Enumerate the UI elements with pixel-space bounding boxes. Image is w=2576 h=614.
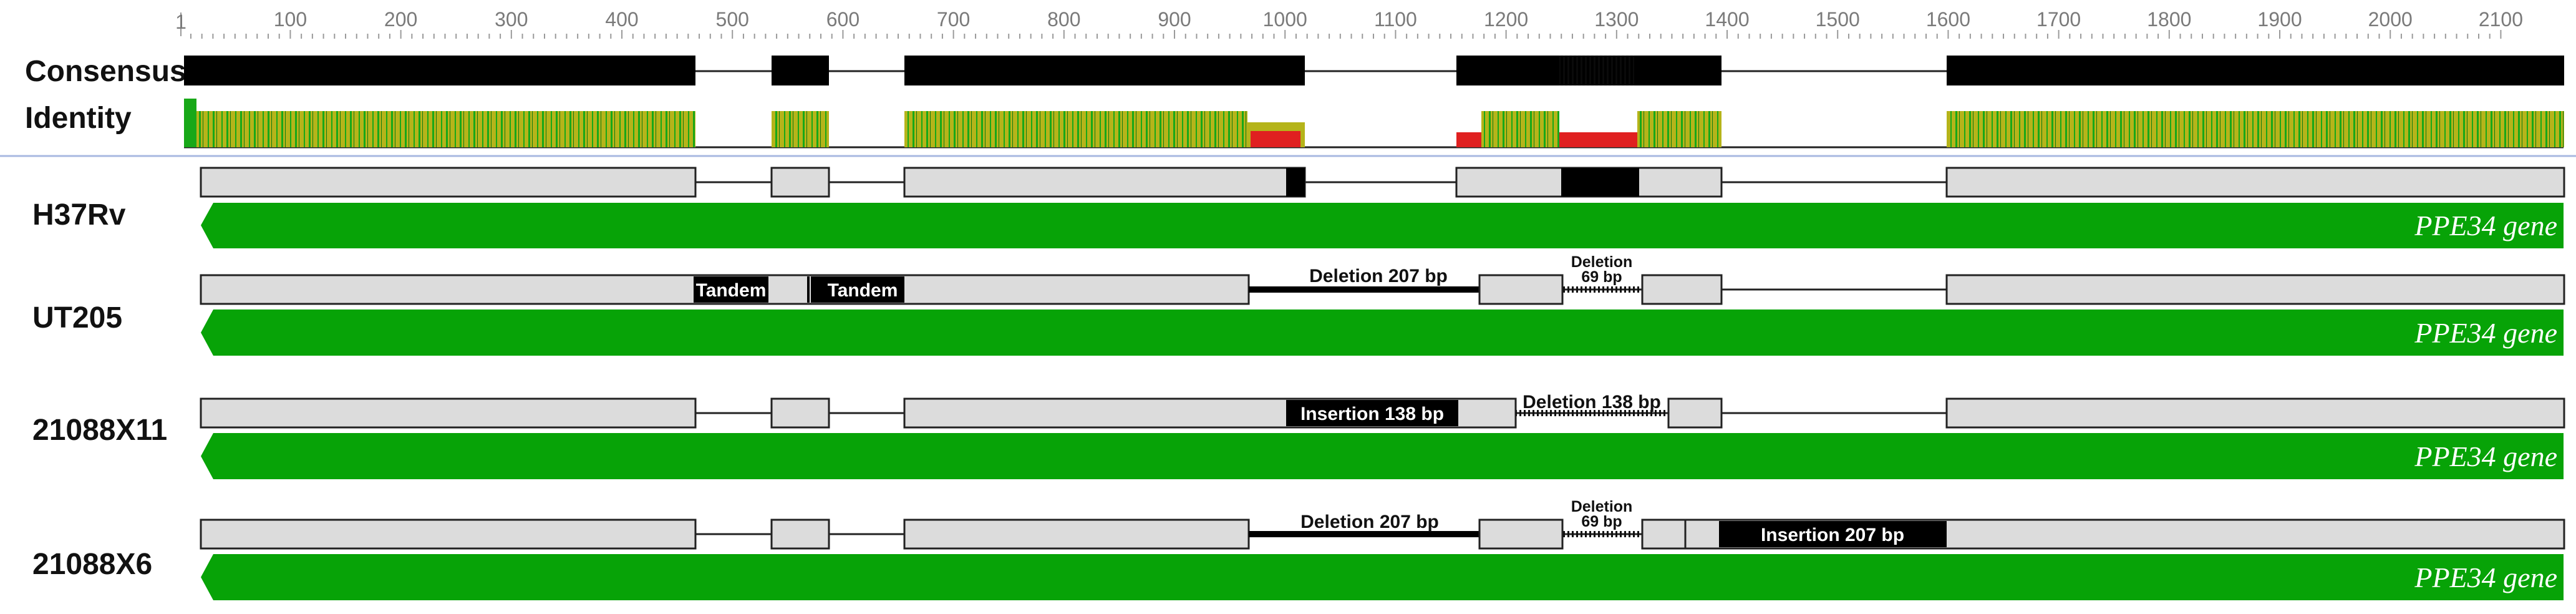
deletion-label: Deletion: [1571, 253, 1633, 271]
ruler-tick-label: 1800: [2147, 8, 2191, 31]
consensus-track: [184, 56, 2564, 85]
ruler-start-label: 1: [175, 11, 186, 33]
deletion-size-label: 69 bp: [1581, 513, 1622, 530]
identity-graph: [184, 99, 2564, 149]
ruler-tick-label: 1900: [2257, 8, 2302, 31]
track-label: H37Rv: [32, 198, 126, 231]
deletion-size-label: 69 bp: [1581, 268, 1622, 286]
ruler-tick-label: 600: [826, 8, 859, 31]
ruler-tick-label: 1600: [1926, 8, 1970, 31]
deletion-label: Deletion: [1571, 498, 1633, 515]
track-21088x6[interactable]: 21088X6 Deletion 207 bp Deletion 69 bp I…: [32, 498, 2565, 600]
exon-segment: [1945, 274, 2565, 305]
insertion-label: Insertion 207 bp: [1761, 525, 1904, 545]
exon-segment: [1478, 519, 1564, 550]
exon-segment: [200, 397, 697, 429]
ruler-tick-label: 1500: [1816, 8, 1860, 31]
ruler-tick-label: 1000: [1263, 8, 1307, 31]
ruler-tick-label: 1300: [1594, 8, 1639, 31]
consensus-block: [184, 56, 695, 85]
ruler-tick-label: 2000: [2368, 8, 2413, 31]
position-ruler: 1 100 200 300 400 500 600 700 800 900 1000 1100 120…: [175, 8, 2523, 39]
consensus-block: [904, 56, 1305, 85]
ruler-tick-label: 200: [384, 8, 417, 31]
ruler-tick-label: 700: [937, 8, 970, 31]
consensus-block: [1947, 56, 2564, 85]
gene-arrow: [201, 554, 2564, 600]
gene-label: PPE34 gene: [2414, 210, 2557, 241]
track-label: 21088X11: [32, 414, 167, 447]
gene-label: PPE34 gene: [2414, 441, 2557, 472]
ruler-tick-label: 1100: [1374, 8, 1417, 31]
tandem-label: Tandem: [828, 280, 898, 301]
exon-segment: [1478, 274, 1564, 305]
track-h37rv[interactable]: H37Rv PPE34 gene: [32, 167, 2565, 248]
ruler-tick-label: 400: [605, 8, 638, 31]
ruler-tick-label: 500: [716, 8, 749, 31]
gene-arrow: [201, 309, 2564, 356]
ruler-tick-label: 1700: [2036, 8, 2081, 31]
exon-segment: [200, 519, 697, 550]
exon-segment: [770, 519, 830, 550]
deletion-label: Deletion 207 bp: [1300, 512, 1439, 532]
exon-segment: [1641, 274, 1723, 305]
track-label: UT205: [32, 301, 122, 334]
gene-label: PPE34 gene: [2414, 317, 2557, 349]
gene-arrow: [201, 433, 2564, 479]
track-label: 21088X6: [32, 548, 152, 581]
exon-segment: [1945, 167, 2565, 198]
ruler-tick-label: 800: [1047, 8, 1080, 31]
exon-segment: [200, 167, 697, 198]
tandem-label: Tandem: [696, 280, 767, 301]
ruler-tick-label: 2100: [2479, 8, 2523, 31]
exon-segment: [770, 167, 830, 198]
gene-arrow: [201, 203, 2564, 248]
consensus-label: Consensus: [25, 55, 186, 88]
consensus-block: [772, 56, 829, 85]
exon-segment: [1945, 397, 2565, 429]
deletion-label: Deletion 207 bp: [1309, 266, 1448, 286]
ruler-tick-label: 300: [495, 8, 528, 31]
insertion-label: Insertion 138 bp: [1300, 404, 1444, 424]
exon-segment: [1667, 397, 1723, 429]
track-ut205[interactable]: UT205 Tandem Tandem Deletion 207 bp Dele…: [32, 253, 2565, 356]
ruler-tick-label: 900: [1158, 8, 1191, 31]
ruler-tick-label: 1200: [1484, 8, 1528, 31]
track-21088x11[interactable]: 21088X11 Insertion 138 bp Deletion 138 b…: [32, 392, 2565, 479]
exon-segment: [903, 167, 1306, 198]
identity-label: Identity: [25, 102, 132, 135]
ruler-tick-label: 100: [274, 8, 307, 31]
deletion-label: Deletion 138 bp: [1523, 392, 1661, 412]
exon-segment: [903, 519, 1250, 550]
gene-label: PPE34 gene: [2414, 562, 2557, 593]
ruler-tick-label: 1400: [1705, 8, 1749, 31]
exon-segment: [770, 397, 830, 429]
